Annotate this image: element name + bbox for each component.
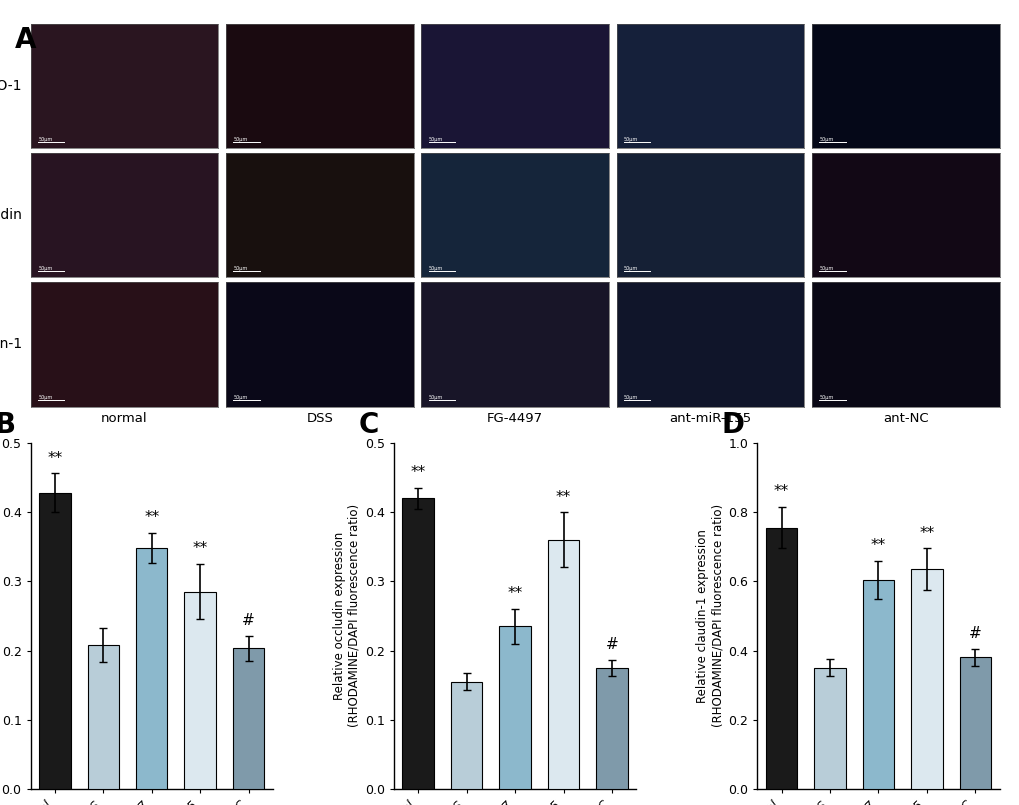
- Text: 50μm: 50μm: [233, 266, 248, 271]
- Text: **: **: [144, 510, 159, 526]
- Text: A: A: [15, 26, 37, 54]
- Text: **: **: [555, 489, 571, 505]
- Text: **: **: [507, 586, 522, 601]
- Text: #: #: [968, 626, 980, 641]
- Text: #: #: [605, 637, 618, 652]
- Text: 50μm: 50μm: [624, 266, 638, 271]
- Text: D: D: [721, 411, 744, 439]
- Bar: [232, 649, 264, 789]
- Bar: [184, 592, 216, 789]
- Text: 50μm: 50μm: [428, 395, 442, 400]
- Text: 50μm: 50μm: [428, 266, 442, 271]
- Text: C: C: [358, 411, 378, 439]
- Text: **: **: [411, 465, 425, 481]
- Bar: [910, 569, 942, 789]
- Bar: [450, 682, 482, 789]
- X-axis label: ant-NC: ant-NC: [882, 412, 927, 425]
- Bar: [499, 626, 530, 789]
- Text: 50μm: 50μm: [38, 266, 52, 271]
- Bar: [39, 493, 70, 789]
- Text: 50μm: 50μm: [38, 137, 52, 142]
- Text: 50μm: 50μm: [624, 137, 638, 142]
- Bar: [765, 528, 797, 789]
- Text: B: B: [0, 411, 16, 439]
- Bar: [136, 548, 167, 789]
- Bar: [403, 498, 433, 789]
- Bar: [596, 668, 627, 789]
- Y-axis label: Relative claudin-1 expression
(RHODAMINE/DAPI fluorescence ratio): Relative claudin-1 expression (RHODAMINE…: [696, 505, 723, 728]
- Text: 50μm: 50μm: [818, 266, 833, 271]
- Text: 50μm: 50μm: [38, 395, 52, 400]
- Bar: [959, 658, 990, 789]
- Text: 50μm: 50μm: [428, 137, 442, 142]
- Y-axis label: Relative occludin expression
(RHODAMINE/DAPI fluorescence ratio): Relative occludin expression (RHODAMINE/…: [332, 505, 361, 728]
- Bar: [88, 645, 119, 789]
- Bar: [813, 668, 845, 789]
- X-axis label: ant-miR-155: ant-miR-155: [668, 412, 751, 425]
- Text: 50μm: 50μm: [624, 395, 638, 400]
- Bar: [862, 580, 894, 789]
- Text: 50μm: 50μm: [818, 395, 833, 400]
- Bar: [547, 540, 579, 789]
- Text: **: **: [870, 538, 886, 553]
- Text: #: #: [243, 613, 255, 629]
- Text: **: **: [773, 485, 789, 499]
- X-axis label: FG-4497: FG-4497: [486, 412, 543, 425]
- Text: **: **: [47, 451, 62, 466]
- Text: 50μm: 50μm: [818, 137, 833, 142]
- Y-axis label: ZO-1: ZO-1: [0, 79, 22, 93]
- Text: **: **: [918, 526, 933, 541]
- Text: 50μm: 50μm: [233, 395, 248, 400]
- Text: 50μm: 50μm: [233, 137, 248, 142]
- X-axis label: DSS: DSS: [306, 412, 333, 425]
- Text: **: **: [193, 542, 208, 556]
- Y-axis label: claudin-1: claudin-1: [0, 337, 22, 352]
- Y-axis label: occludin: occludin: [0, 208, 22, 222]
- X-axis label: normal: normal: [101, 412, 148, 425]
